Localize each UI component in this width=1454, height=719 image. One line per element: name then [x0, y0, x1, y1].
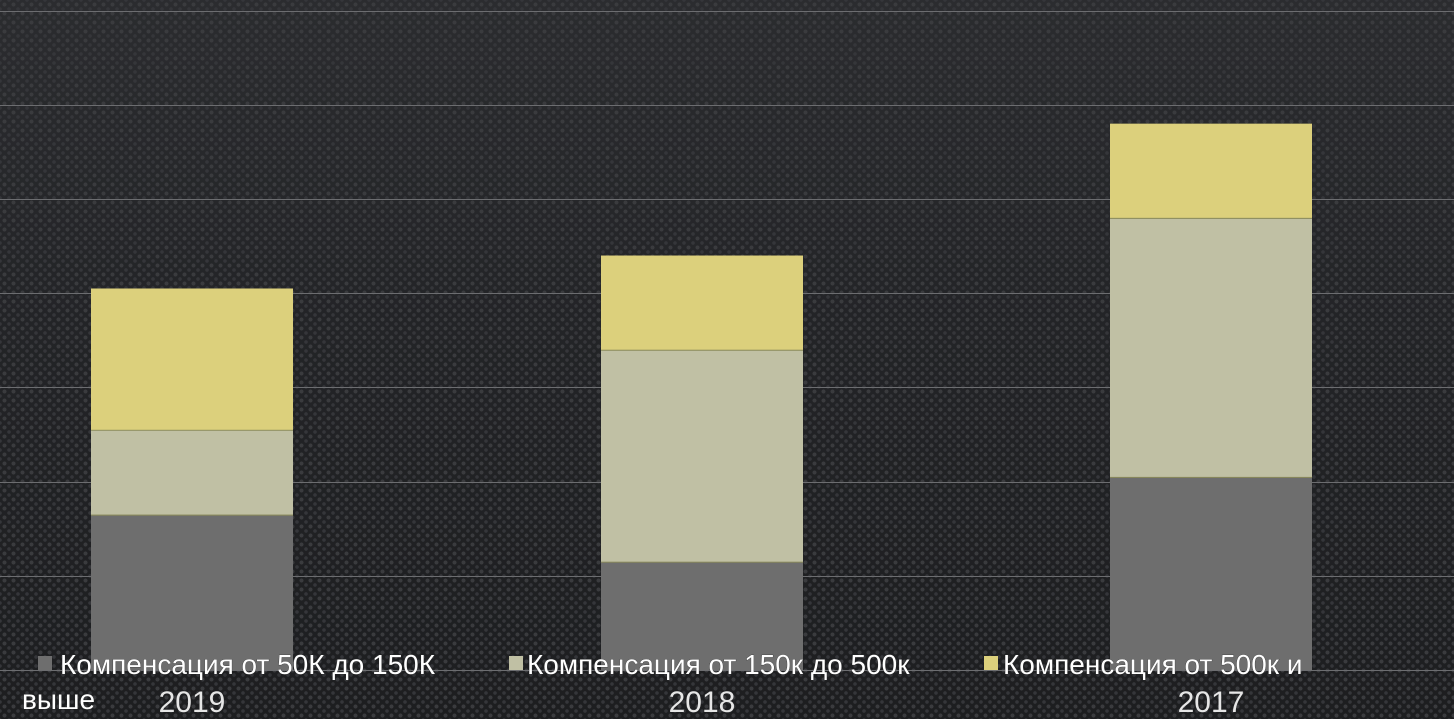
legend-label-2: Компенсация от 150к до 500к	[527, 649, 910, 680]
bar-2018-series-3	[601, 255, 803, 350]
legend-swatch-3	[984, 656, 998, 670]
x-axis-labels: 2019 2018 2017	[159, 686, 1245, 719]
bar-2017-series-2	[1110, 217, 1312, 477]
bar-2017-series-3	[1110, 123, 1312, 218]
legend: Компенсация от 50К до 150К Компенсация от…	[22, 649, 1303, 716]
bar-stack-2018	[601, 255, 803, 670]
bar-2019-series-3	[91, 288, 293, 430]
bar-2019-series-2	[91, 429, 293, 515]
legend-item-1: Компенсация от 50К до 150К	[38, 649, 436, 680]
bars	[91, 123, 1312, 670]
bar-stack-2017	[1110, 123, 1312, 670]
bar-2019-series-1	[91, 514, 293, 670]
legend-label-1: Компенсация от 50К до 150К	[60, 649, 436, 680]
bar-2018-series-1	[601, 561, 803, 670]
legend-item-2: Компенсация от 150к до 500к	[509, 649, 911, 680]
bar-2018-series-2	[601, 349, 803, 562]
bar-stack-2019	[91, 288, 293, 670]
x-tick-label-2017: 2017	[1178, 686, 1245, 719]
x-tick-label-2019: 2019	[159, 686, 226, 719]
legend-item-3: Компенсация от 500к и выше	[22, 649, 1303, 716]
x-tick-label-2018: 2018	[669, 686, 736, 719]
legend-swatch-2	[509, 656, 523, 670]
bar-2017-series-1	[1110, 476, 1312, 670]
legend-swatch-1	[38, 656, 52, 670]
legend-label-3: Компенсация от 500к и выше	[22, 649, 1302, 715]
